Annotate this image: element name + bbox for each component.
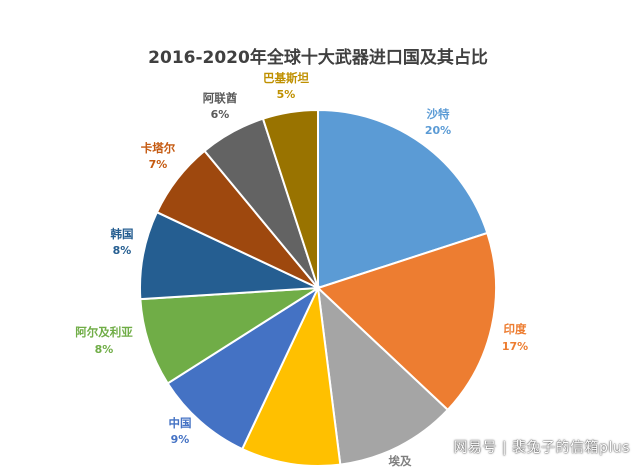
chart-title: 2016-2020年全球十大武器进口国及其占比 [148,47,488,68]
pie-slice [139,287,319,385]
watermark-text: 网易号 | 裴兔子的信箱plus [453,440,630,456]
slice-percent-label: 9% [171,433,190,446]
slice-name-label: 阿联酋 [203,91,238,105]
slice-name-label: 埃及 [389,454,412,468]
slice-percent-label: 8% [113,244,132,257]
slice-percent-label: 7% [149,158,168,171]
slice-name-label: 中国 [169,416,192,430]
slice-name-label: 沙特 [427,107,450,121]
slice-percent-label: 8% [95,343,114,356]
slice-percent-label: 6% [211,108,230,121]
slice-name-label: 阿尔及利亚 [75,325,133,339]
pie-slice [240,284,342,467]
slice-percent-label: 17% [502,340,528,353]
slice-percent-label: 20% [425,124,451,137]
pie-labels: 沙特 20% 印度 17% 埃及 中国 9% 阿尔及利亚 8% 韩国 8% 卡塔尔 7% 阿联酋 6% 巴基斯… [75,71,528,468]
pie-slice [261,108,319,289]
pie-slice [317,108,489,290]
pie-slice [166,285,321,451]
pie-slice [316,231,497,412]
slice-percent-label: 5% [277,88,296,101]
slice-name-label: 韩国 [111,227,134,241]
pie-slices [139,108,497,467]
pie-slice [139,210,319,301]
slice-name-label: 印度 [504,322,527,336]
slice-name-label: 卡塔尔 [141,141,176,155]
slice-name-label: 巴基斯坦 [263,71,309,85]
pie-slice [316,285,450,466]
